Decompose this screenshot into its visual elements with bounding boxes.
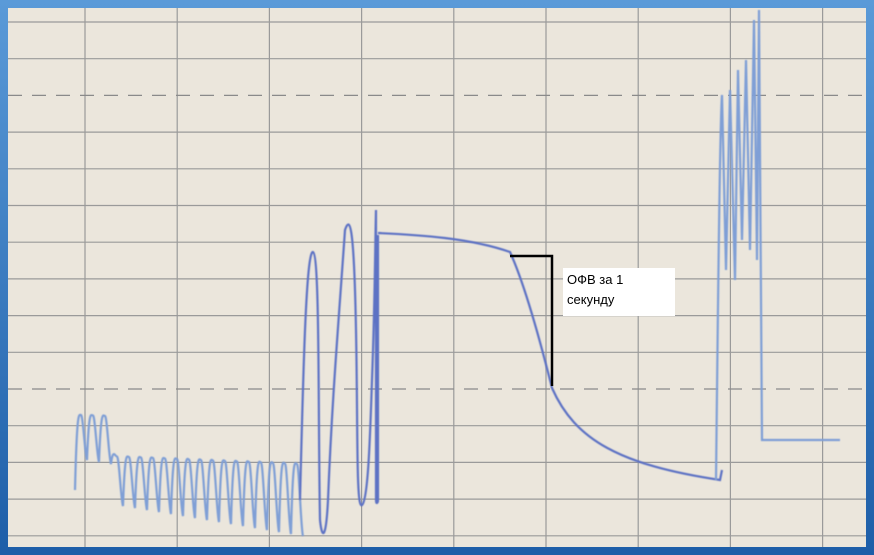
screenshot: ОФВ за 1 секунду	[0, 0, 874, 555]
spirogram	[0, 0, 874, 555]
annotation-box: ОФВ за 1 секунду	[563, 268, 675, 316]
annotation-line: ОФВ за 1	[567, 270, 671, 290]
annotation-line: секунду	[567, 290, 671, 310]
